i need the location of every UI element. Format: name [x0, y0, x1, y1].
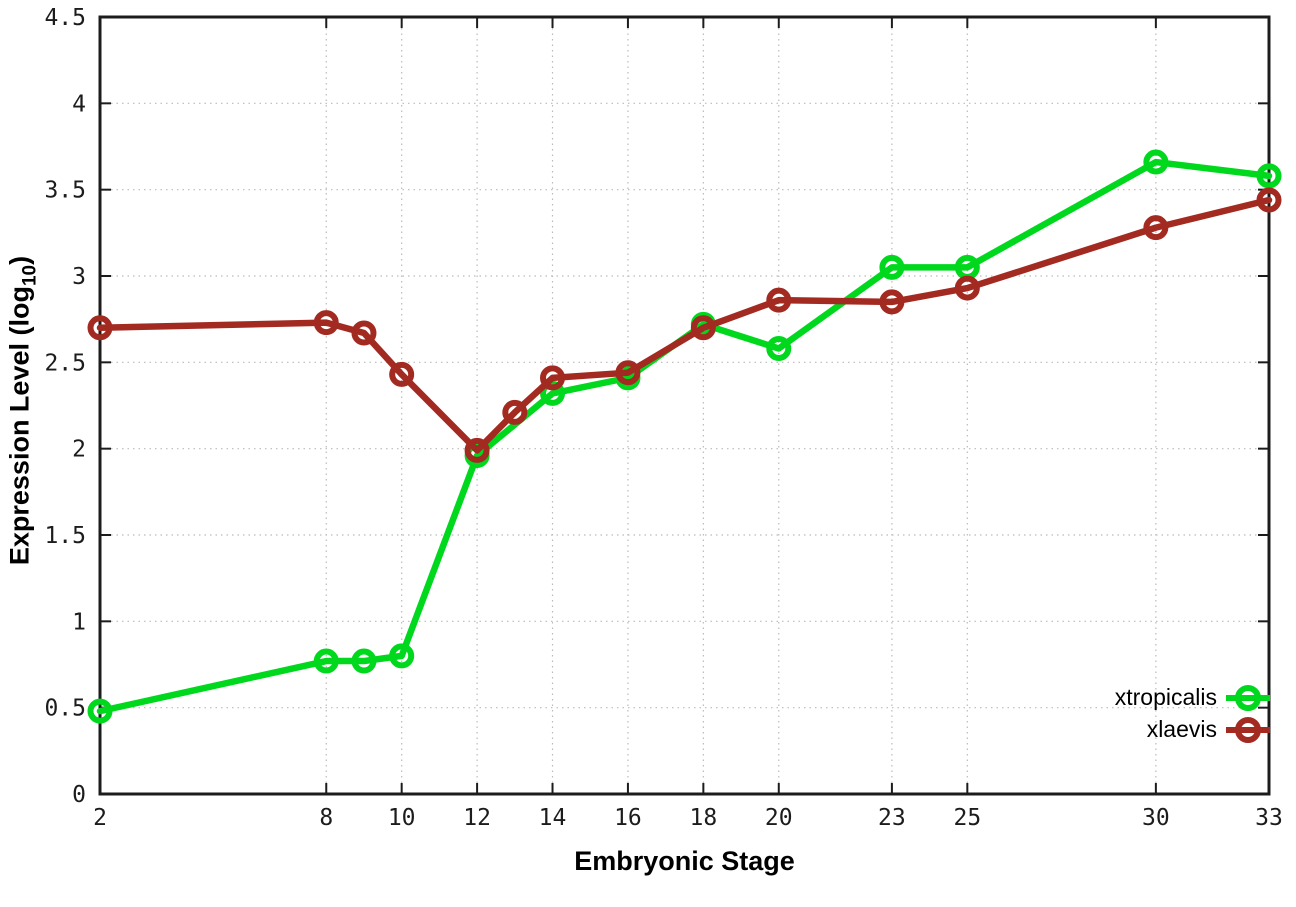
data-point-xtropicalis-stage-2 [87, 698, 113, 724]
y-tick-label: 3.5 [44, 178, 86, 204]
data-point-xlaevis-stage-33 [1256, 187, 1282, 213]
x-tick-label: 16 [614, 805, 642, 831]
legend-entry-xtropicalis: xtropicalis [1115, 684, 1270, 711]
y-axis-title-end: ) [4, 255, 35, 265]
x-tick-label: 10 [388, 805, 416, 831]
legend-entry-xlaevis: xlaevis [1147, 716, 1270, 743]
data-point-xlaevis-stage-20 [766, 287, 792, 313]
y-tick-label: 4 [72, 91, 86, 117]
legend: xtropicalis xlaevis [1115, 684, 1270, 743]
plot-border [98, 15, 1271, 796]
data-point-xlaevis-stage-25 [954, 275, 980, 301]
data-point-xlaevis-stage-16 [615, 360, 641, 386]
data-point-xlaevis-stage-13 [502, 399, 528, 425]
data-point-xtropicalis-stage-30 [1143, 149, 1169, 175]
y-axis-title-main: Expression Level (log [4, 286, 35, 566]
series-line-xtropicalis [96, 158, 1273, 715]
y-tick-label: 2 [72, 437, 86, 463]
data-point-xlaevis-stage-12 [464, 437, 490, 463]
legend-label: xlaevis [1146, 716, 1217, 742]
y-tick-label: 1.5 [44, 523, 86, 549]
data-point-xtropicalis-stage-10 [389, 643, 415, 669]
x-tick-label: 8 [319, 805, 333, 831]
y-axis-title: Expression Level (log10) [5, 211, 42, 611]
legend-label: xtropicalis [1114, 684, 1217, 710]
y-tick-label: 1 [72, 609, 86, 635]
x-tick-label: 25 [953, 805, 981, 831]
x-tick-label: 33 [1255, 805, 1283, 831]
data-point-xtropicalis-stage-8 [313, 648, 339, 674]
y-tick-label: 3 [72, 264, 86, 290]
x-tick-label: 14 [539, 805, 567, 831]
data-point-xlaevis-stage-23 [879, 289, 905, 315]
x-tick-label: 23 [878, 805, 906, 831]
x-tick-label: 2 [93, 805, 107, 831]
x-tick-label: 18 [690, 805, 718, 831]
data-point-xlaevis-stage-18 [690, 315, 716, 341]
data-point-xtropicalis-stage-9 [351, 648, 377, 674]
data-point-xtropicalis-stage-14 [540, 380, 566, 406]
data-point-xlaevis-stage-30 [1143, 215, 1169, 241]
legend-ring-swatch [1235, 684, 1261, 711]
y-tick-label: 2.5 [44, 350, 86, 376]
x-tick-label: 20 [765, 805, 793, 831]
x-axis-title: Embryonic Stage [574, 846, 795, 876]
data-point-xtropicalis-stage-20 [766, 336, 792, 362]
legend-sample-marker-icon [1226, 716, 1270, 743]
data-point-xlaevis-stage-9 [351, 320, 377, 346]
y-tick-label: 0.5 [44, 696, 86, 722]
series-line-xlaevis [96, 196, 1273, 454]
y-tick-label: 0 [72, 782, 86, 808]
data-point-xlaevis-stage-14 [540, 365, 566, 391]
data-point-xtropicalis-stage-33 [1256, 163, 1282, 189]
data-point-xlaevis-stage-8 [313, 310, 339, 336]
data-point-xlaevis-stage-10 [389, 361, 415, 387]
x-tick-label: 30 [1142, 805, 1170, 831]
y-axis-title-subscript: 10 [19, 264, 41, 287]
data-point-xlaevis-stage-2 [87, 315, 113, 341]
data-point-xtropicalis-stage-23 [879, 254, 905, 280]
x-tick-label: 12 [463, 805, 491, 831]
legend-sample-marker-icon [1226, 684, 1270, 711]
y-tick-label: 4.5 [44, 5, 86, 31]
legend-ring-swatch [1235, 716, 1261, 743]
